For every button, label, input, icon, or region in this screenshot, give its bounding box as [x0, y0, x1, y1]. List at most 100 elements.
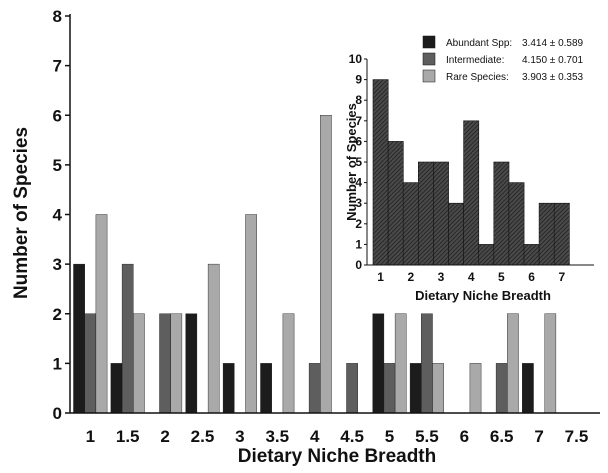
- inset-x-axis-label: Dietary Niche Breadth: [415, 288, 551, 303]
- main-bar: [185, 313, 198, 414]
- legend-swatch: [422, 52, 436, 66]
- main-bar: [260, 363, 272, 414]
- legend-stat: 4.150 ± 0.701: [522, 55, 584, 66]
- inset-x-tick-label: 5: [498, 270, 505, 284]
- main-bar: [394, 313, 407, 414]
- inset-bar: [463, 120, 480, 266]
- inset-bar: [372, 79, 389, 266]
- main-x-axis-label: Dietary Niche Breadth: [238, 446, 437, 467]
- main-x-tick-label: 3: [235, 427, 244, 446]
- main-bar: [320, 115, 332, 414]
- main-x-tick-label: 6.5: [490, 427, 514, 446]
- main-x-tick-label: 2: [160, 427, 169, 446]
- legend-label: Abundant Spp:: [446, 38, 512, 49]
- main-bar: [308, 363, 321, 414]
- inset-x-tick-label: 3: [438, 270, 445, 284]
- main-bar: [121, 263, 134, 414]
- main-bar: [207, 263, 220, 414]
- main-x-tick-label: 6: [460, 427, 469, 446]
- main-y-tick-label: 4: [53, 206, 63, 225]
- main-x-tick-label: 4.5: [340, 427, 364, 446]
- inset-y-tick-label: 10: [349, 52, 363, 66]
- inset-bar: [508, 182, 525, 266]
- main-bar: [95, 214, 108, 414]
- main-y-tick-label: 6: [53, 106, 62, 125]
- main-bar: [133, 313, 145, 414]
- main-bar: [84, 313, 97, 414]
- main-bars: [73, 115, 557, 414]
- main-bar: [409, 363, 422, 414]
- main-bar: [170, 313, 183, 414]
- main-bar: [383, 363, 396, 414]
- inset-y-tick-label: 1: [355, 237, 362, 251]
- inset-bar: [448, 202, 464, 266]
- legend-label: Rare Species:: [446, 72, 509, 83]
- legend-swatch: [422, 69, 436, 83]
- main-axes: 0 1 2 3 4 5 6 7 8 1 1.5 2 2.5 3 3.5 4 4.5 5 5.5 6 6.5 7 7.5: [53, 7, 600, 446]
- inset-y-tick-label: 0: [355, 258, 362, 272]
- main-x-tick-label: 1.5: [116, 427, 140, 446]
- main-bar: [544, 313, 557, 414]
- inset-x-tick-label: 7: [558, 270, 565, 284]
- main-bar: [110, 363, 123, 414]
- main-x-tick-label: 4: [310, 427, 320, 446]
- main-bar: [507, 313, 519, 414]
- inset-x-tick-label: 1: [377, 270, 384, 284]
- main-x-tick-label: 1: [86, 427, 95, 446]
- inset-y-tick-label: 2: [355, 217, 362, 231]
- main-bar: [73, 263, 85, 414]
- inset-y-tick-label: 3: [355, 196, 362, 210]
- main-bar: [222, 363, 235, 414]
- inset-y-tick-label: 7: [355, 114, 362, 128]
- inset-bar: [538, 202, 555, 266]
- main-bar: [159, 313, 171, 414]
- inset-bars: [372, 79, 570, 266]
- inset-bar: [402, 182, 419, 266]
- main-y-tick-label: 7: [53, 57, 62, 76]
- inset-bar: [523, 244, 540, 266]
- main-bar: [282, 313, 295, 414]
- legend-stat: 3.414 ± 0.589: [522, 38, 584, 49]
- inset-bar: [417, 161, 434, 266]
- inset-x-tick-label: 6: [528, 270, 535, 284]
- main-x-tick-label: 7.5: [565, 427, 589, 446]
- main-y-tick-label: 0: [53, 404, 62, 423]
- legend-swatch: [422, 35, 436, 49]
- inset-bar: [433, 161, 449, 266]
- inset-y-tick-label: 9: [355, 73, 362, 87]
- legend: Abundant Spp: 3.414 ± 0.589 Intermediate: 4…: [422, 35, 584, 83]
- main-bar: [245, 214, 257, 414]
- inset-x-tick-label: 2: [407, 270, 414, 284]
- main-plot: 0 1 2 3 4 5 6 7 8 1 1.5 2 2.5 3 3.5 4 4.5 5 5.5 6 6.5 7 7.5 Di…: [11, 7, 600, 467]
- inset-axes: 0 1 2 3 4 5 6 7 8 9 10 1 2 3 4 5 6 7: [349, 52, 594, 284]
- legend-label: Intermediate:: [446, 55, 504, 66]
- inset-y-tick-label: 5: [355, 155, 362, 169]
- inset-bar: [493, 161, 510, 266]
- main-bar: [522, 363, 534, 414]
- inset-chart: 0 1 2 3 4 5 6 7 8 9 10 1 2 3 4 5 6 7 Dietary Niche Breadt…: [344, 52, 594, 303]
- main-y-tick-label: 8: [53, 7, 62, 26]
- main-bar: [372, 313, 385, 414]
- main-x-tick-label: 5.5: [415, 427, 439, 446]
- inset-y-tick-label: 6: [355, 134, 362, 148]
- main-y-tick-label: 1: [53, 354, 62, 373]
- main-x-tick-label: 2.5: [191, 427, 215, 446]
- inset-x-tick-label: 4: [468, 270, 475, 284]
- inset-y-tick-label: 8: [355, 93, 362, 107]
- main-y-tick-label: 3: [53, 255, 62, 274]
- main-x-tick-label: 5: [385, 427, 394, 446]
- main-bar: [432, 363, 444, 414]
- inset-bar: [553, 202, 570, 266]
- main-bar: [421, 313, 433, 414]
- main-bar: [469, 363, 482, 414]
- inset-bar: [387, 141, 404, 266]
- main-y-tick-label: 5: [53, 156, 62, 175]
- inset-y-axis-label: Number of Species: [344, 103, 359, 221]
- main-y-tick-label: 2: [53, 305, 62, 324]
- main-y-axis-label: Number of Species: [11, 127, 32, 299]
- inset-y-tick-label: 4: [355, 176, 362, 190]
- main-x-tick-label: 3.5: [265, 427, 289, 446]
- inset-bar: [478, 244, 495, 266]
